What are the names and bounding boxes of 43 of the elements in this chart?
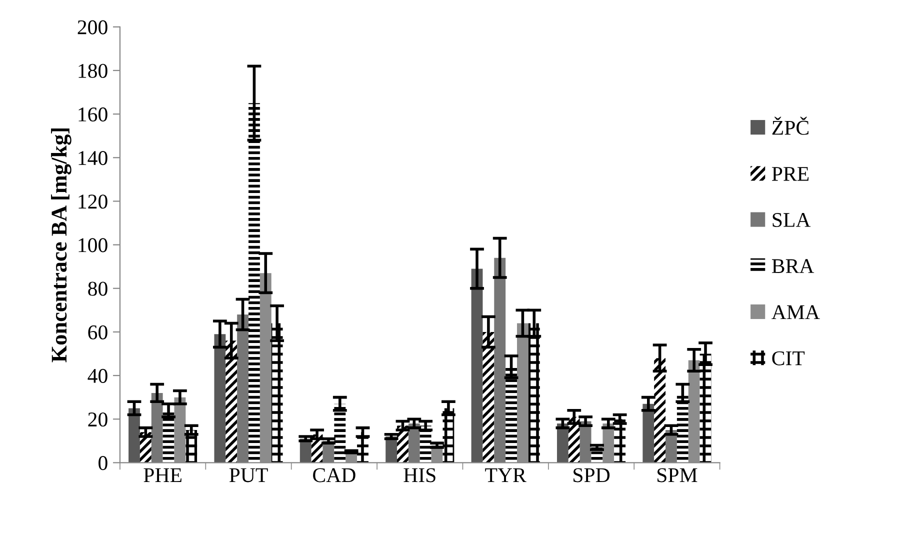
bar [614,419,626,463]
y-tick-label: 140 [78,151,108,166]
bar [237,314,248,463]
bar [128,408,140,463]
legend-label: PRE [772,167,809,181]
y-tick-label: 200 [78,20,108,34]
bar [528,323,540,463]
bar [471,268,483,463]
y-tick-label: 120 [78,194,108,209]
bar [334,404,346,463]
bar [151,392,163,463]
bar [271,323,283,463]
x-tick-label: CAD [313,468,356,482]
bar [214,334,226,463]
bar [442,408,454,463]
y-axis-title: Koncentrace BA [mg/kg] [51,128,72,362]
y-tick-label: 180 [78,64,108,78]
legend-label: SLA [772,213,811,228]
bar [226,340,238,463]
bar [556,423,568,463]
x-tick-label: HIS [404,468,436,482]
legend-label: AMA [772,305,820,320]
y-tick-label: 20 [88,412,108,427]
x-tick-label: SPD [574,468,610,482]
bar [506,366,517,463]
y-tick-label: 60 [88,325,108,340]
bar [494,258,506,463]
x-tick-label: TYR [485,468,526,482]
bar [700,354,712,463]
y-tick-label: 0 [98,456,108,470]
y-tick-label: 100 [78,238,108,252]
legend-label: BRA [772,259,814,273]
y-tick-label: 80 [88,282,108,296]
bar [642,404,654,463]
x-tick-label: PHE [144,468,182,482]
y-tick-label: 160 [78,107,108,122]
y-tick-label: 40 [88,368,108,383]
bar [654,358,666,463]
legend-label: CIT [772,351,805,366]
x-tick-label: PUT [229,468,268,482]
x-tick-label: SPM [657,468,698,482]
bar [482,332,494,463]
legend-label: ŽPČ [772,116,808,135]
